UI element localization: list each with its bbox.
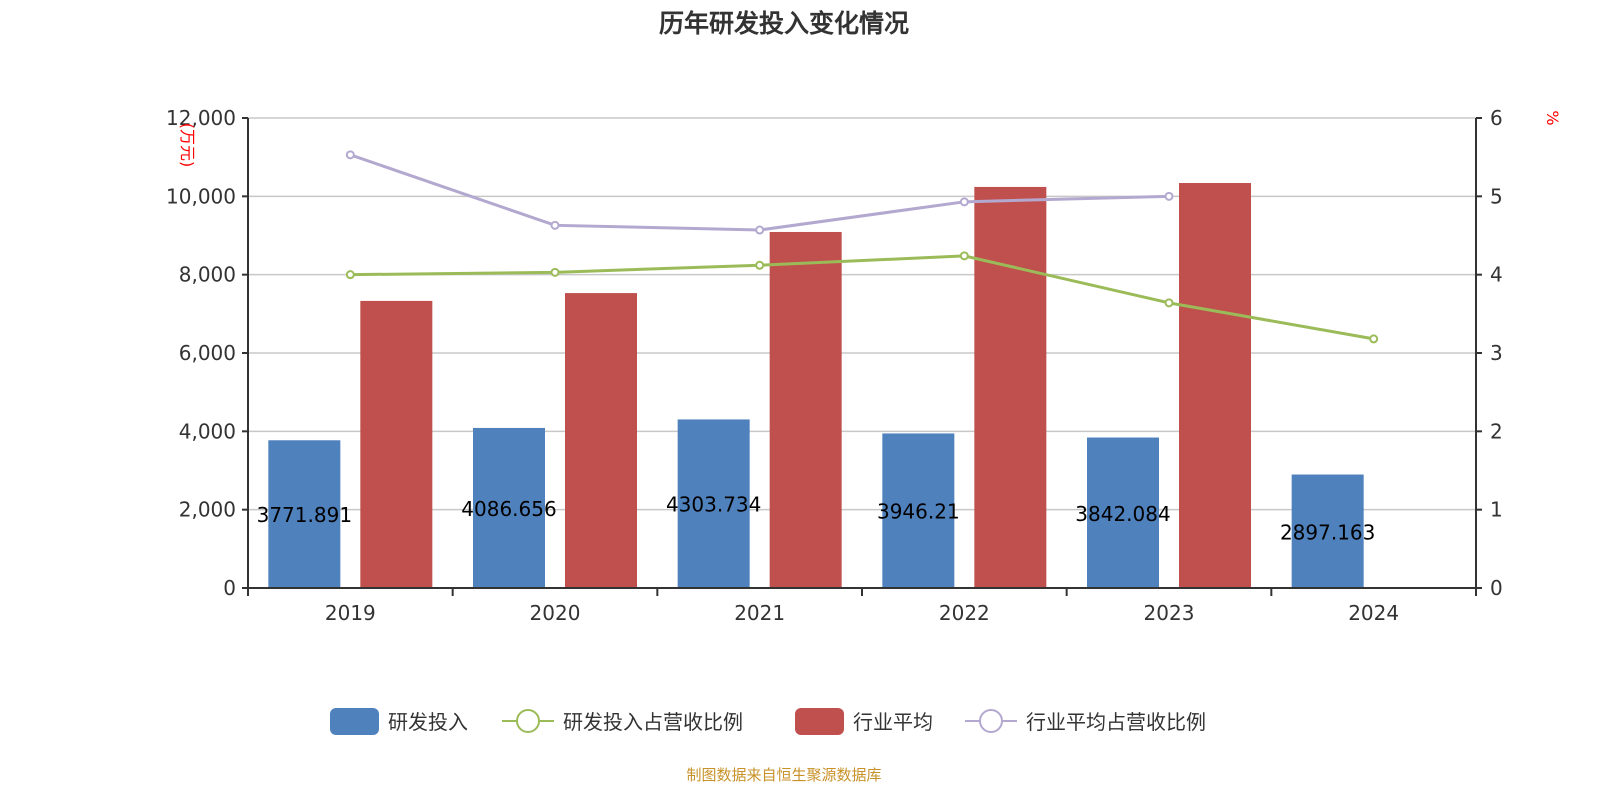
legend-marker-行业平均占营收比例	[979, 709, 1003, 733]
bar-研发投入	[882, 433, 955, 588]
bar-研发投入	[1291, 474, 1364, 588]
y-left-tick-label: 8,000	[179, 263, 236, 287]
bar-行业平均	[1179, 183, 1251, 588]
bar-研发投入	[268, 440, 341, 588]
y-right-tick-label: 1	[1490, 498, 1503, 522]
y-right-tick-label: 0	[1490, 576, 1503, 600]
bar-行业平均	[360, 300, 433, 588]
y-right-tick-label: 3	[1490, 341, 1503, 365]
y-left-tick-label: 6,000	[179, 341, 236, 365]
x-tick-label: 2023	[1144, 601, 1195, 625]
chart-title: 历年研发投入变化情况	[658, 9, 909, 38]
point-研发投入占营收比例	[1369, 334, 1379, 344]
bar-研发投入	[1087, 437, 1159, 588]
x-tick-label: 2021	[734, 601, 785, 625]
source-note: 制图数据来自恒生聚源数据库	[686, 766, 882, 784]
legend-label: 行业平均	[853, 710, 933, 734]
bar-行业平均	[974, 186, 1047, 588]
data-label: 2897.163	[1280, 520, 1375, 544]
data-label: 3946.21	[877, 500, 960, 524]
point-研发投入占营收比例	[959, 251, 969, 261]
legend-swatch-研发投入	[330, 708, 379, 735]
x-tick-label: 2022	[939, 601, 990, 625]
legend-label: 研发投入占营收比例	[563, 710, 743, 734]
legend-label: 行业平均占营收比例	[1026, 710, 1206, 734]
y-left-tick-label: 4,000	[179, 419, 236, 443]
point-行业平均占营收比例	[1164, 191, 1174, 201]
y-right-tick-label: 5	[1490, 184, 1503, 208]
y-left-axis-label: (万元)	[178, 123, 197, 168]
y-right-tick-label: 2	[1490, 419, 1503, 443]
data-label: 4303.734	[666, 493, 761, 517]
point-行业平均占营收比例	[345, 150, 355, 160]
point-研发投入占营收比例	[345, 270, 355, 280]
y-right-axis-label: %	[1543, 110, 1562, 125]
legend-swatch-行业平均	[795, 708, 844, 735]
y-left-tick-label: 12,000	[166, 106, 236, 130]
point-研发投入占营收比例	[550, 267, 560, 277]
point-行业平均占营收比例	[755, 225, 765, 235]
x-tick-label: 2019	[325, 601, 376, 625]
point-研发投入占营收比例	[1164, 298, 1174, 308]
point-行业平均占营收比例	[550, 220, 560, 230]
data-label: 3842.084	[1075, 502, 1170, 526]
y-left-tick-label: 10,000	[166, 184, 236, 208]
point-行业平均占营收比例	[959, 197, 969, 207]
x-tick-label: 2024	[1348, 601, 1399, 625]
y-left-tick-label: 0	[223, 576, 236, 600]
line-研发投入占营收比例	[350, 254, 1374, 341]
point-研发投入占营收比例	[755, 260, 765, 270]
y-right-tick-label: 6	[1490, 106, 1503, 130]
bar-研发投入	[677, 419, 750, 588]
data-label: 4086.656	[461, 497, 556, 521]
x-tick-label: 2020	[530, 601, 581, 625]
bar-研发投入	[473, 427, 545, 588]
data-label: 3771.891	[257, 503, 352, 527]
y-right-tick-label: 4	[1490, 263, 1503, 287]
bar-行业平均	[565, 293, 637, 588]
bar-行业平均	[769, 231, 842, 588]
legend-marker-研发投入占营收比例	[516, 709, 540, 733]
legend-label: 研发投入	[388, 710, 468, 734]
y-left-tick-label: 2,000	[179, 498, 236, 522]
